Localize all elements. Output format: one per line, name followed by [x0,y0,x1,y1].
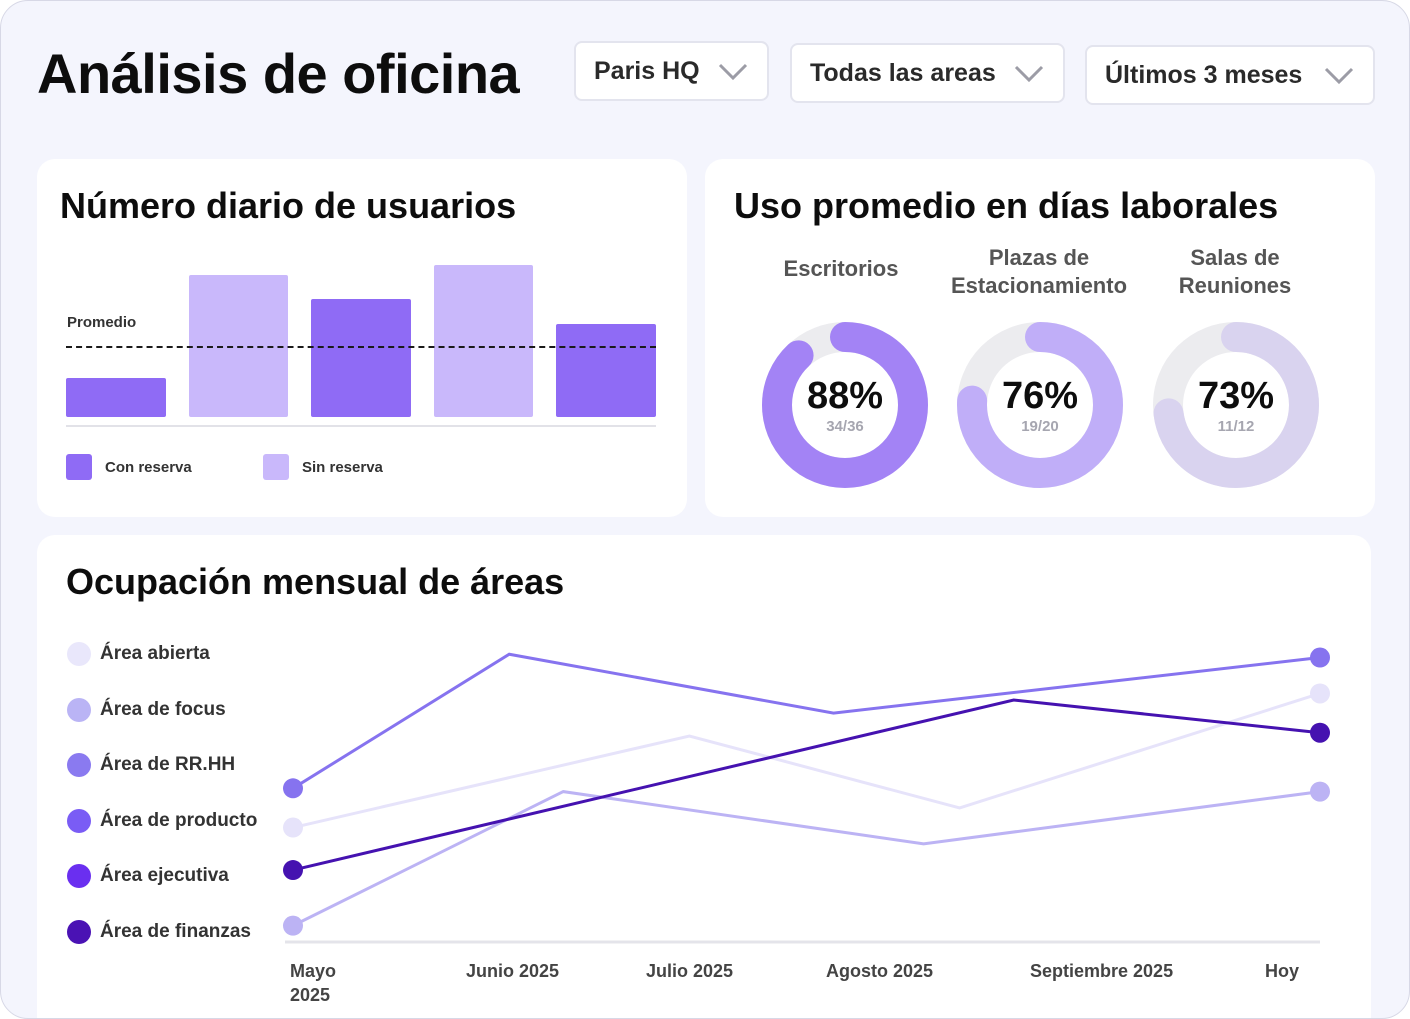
series-line[interactable] [292,698,1321,872]
location-select[interactable]: Paris HQ [574,41,769,101]
legend-item-label[interactable]: Área ejecutiva [100,865,229,886]
workday-usage-title: Uso promedio en días laborales [734,185,1279,226]
average-label: Promedio [67,314,137,331]
legend-label-booked: Con reserva [105,459,192,476]
donut-ratio-parking: 19/20 [1021,418,1059,435]
legend-item-label[interactable]: Área abierta [100,643,210,664]
series-line[interactable] [292,652,1321,790]
daily-users-chart [66,259,656,417]
donut-arc [957,322,1123,488]
monthly-occupancy-title: Ocupación mensual de áreas [66,561,565,602]
legend-dot [67,642,91,666]
chevron-down-icon [1014,65,1044,83]
series-point[interactable] [283,860,303,881]
x-tick-label: Junio 2025 [466,961,560,981]
series-point[interactable] [283,817,303,838]
series-point[interactable] [1310,722,1330,743]
bar-day-3[interactable] [311,298,411,417]
series-point[interactable] [1310,781,1330,802]
legend-dot [67,919,91,944]
period-select-value: Últimos 3 meses [1105,60,1303,89]
legend-dot [67,753,91,777]
chevron-down-icon [1324,67,1354,85]
chart-baseline [66,425,656,427]
bar-day-1[interactable] [66,377,166,417]
donut-arc [762,322,928,488]
donut-ratio-desks: 34/36 [826,418,864,435]
chevron-down-icon [718,63,748,81]
donut-label-parking: Plazas de Estacionamiento [950,245,1128,298]
x-tick-label: Agosto 2025 [826,961,934,981]
legend-item-label[interactable]: Área de producto [100,809,258,831]
area-select-value: Todas las areas [810,58,996,87]
daily-users-card: Número diario de usuarios Promedio Con r… [37,159,687,517]
series-point[interactable] [1310,647,1330,668]
bar-day-5[interactable] [556,324,656,417]
legend-item-label[interactable]: Área de RR.HH [100,754,236,775]
daily-users-title: Número diario de usuarios [60,185,517,226]
location-select-value: Paris HQ [594,56,700,85]
legend-item-label[interactable]: Área de focus [100,698,226,720]
period-select[interactable]: Últimos 3 meses [1085,45,1375,105]
donut-percent-desks: 88% [806,375,884,417]
series-line[interactable] [292,790,1321,927]
series-point[interactable] [1310,683,1330,704]
donut-parking [957,322,1123,488]
donut-label-meeting-rooms: Salas de Reuniones [1178,245,1292,298]
x-tick-label: Julio 2025 [646,961,734,981]
occupancy-line-chart [283,647,1330,944]
monthly-occupancy-card: Ocupación mensual de áreas Área abierta Á… [37,535,1371,1018]
legend-swatch-unbooked [263,454,289,480]
donut-label-desks: Escritorios [783,256,899,281]
series-point[interactable] [283,778,303,799]
donut-percent-meeting-rooms: 73% [1197,375,1275,417]
legend-item-label[interactable]: Área de finanzas [100,920,251,942]
series-line[interactable] [292,692,1321,830]
x-tick-label: Hoy [1265,961,1300,981]
legend-dot [67,864,91,888]
donut-ratio-meeting-rooms: 11/12 [1217,418,1255,435]
legend-dot [67,697,91,722]
page-title: Análisis de oficina [37,42,520,105]
workday-usage-card: Uso promedio en días laborales Escritori… [705,159,1375,517]
legend-label-unbooked: Sin reserva [302,459,383,476]
donut-percent-parking: 76% [1001,375,1079,417]
donut-desks [762,322,928,488]
area-select[interactable]: Todas las areas [790,43,1065,103]
legend-swatch-booked [66,454,92,480]
donut-arc [1153,322,1319,488]
x-tick-label: Septiembre 2025 [1030,961,1174,981]
donut-meeting-rooms [1153,322,1319,488]
bar-day-4[interactable] [433,264,534,417]
average-line [66,345,656,348]
x-tick-label: Mayo 2025 [290,961,337,1005]
legend-dot [67,808,91,833]
series-point[interactable] [283,915,303,936]
